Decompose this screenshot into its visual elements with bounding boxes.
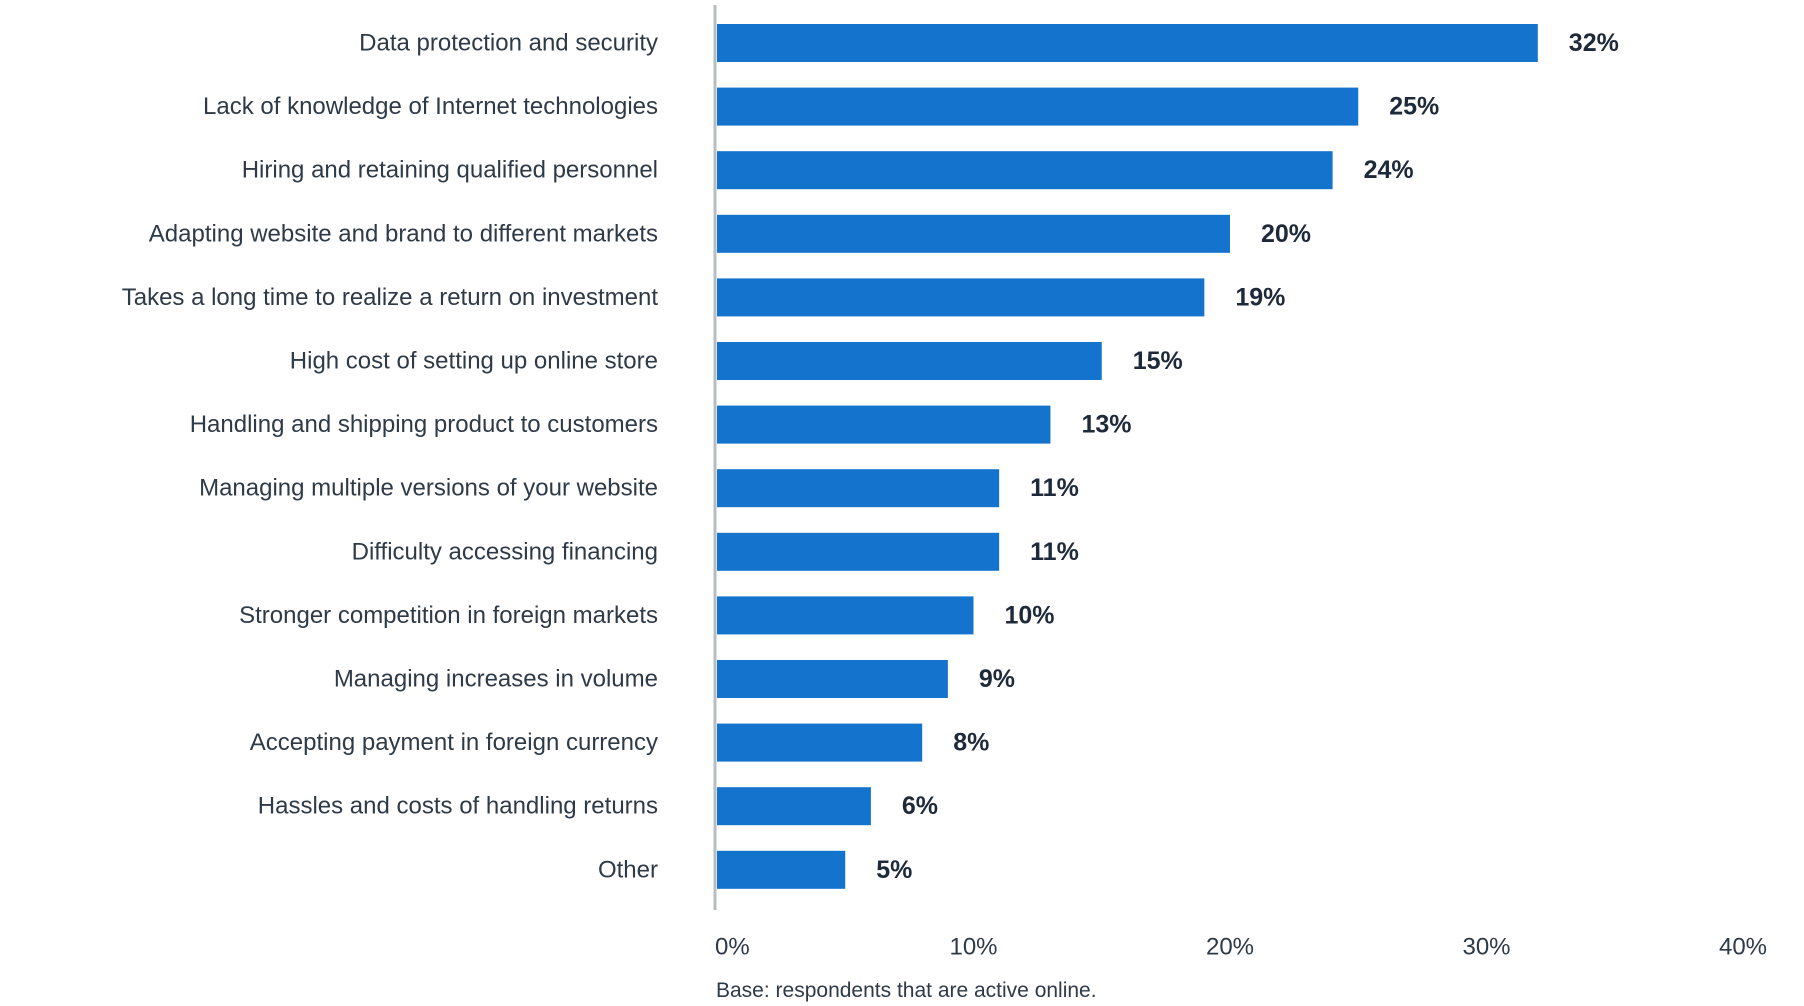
category-label: High cost of setting up online store [290, 348, 658, 375]
x-tick-label: 20% [1206, 934, 1254, 961]
value-label: 8% [953, 729, 989, 757]
bar [717, 405, 1051, 444]
bar [717, 87, 1359, 126]
category-label: Hassles and costs of handling returns [258, 793, 658, 820]
bar [717, 723, 923, 762]
x-tick-label: 10% [949, 934, 997, 961]
value-label: 13% [1081, 411, 1131, 439]
category-label-group: Data protection and security Lack of know… [122, 30, 659, 884]
category-label: Accepting payment in foreign currency [250, 729, 658, 756]
value-label-group: 32% 25% 24% 20% 19% 15% 13% 11% 11% 10% 9% 8% 6% 5% [876, 29, 1619, 884]
value-label: 5% [876, 856, 912, 884]
value-label: 25% [1389, 93, 1439, 121]
category-label: Takes a long time to realize a return on… [122, 284, 659, 311]
x-tick-label: 0% [715, 934, 750, 961]
bar-group [717, 24, 1538, 889]
bar [717, 660, 948, 698]
value-label: 19% [1235, 283, 1285, 311]
value-label: 32% [1569, 29, 1619, 57]
bar [717, 787, 871, 826]
bar [717, 469, 1000, 508]
category-label: Hiring and retaining qualified personnel [242, 157, 658, 184]
value-label: 11% [1030, 538, 1079, 566]
category-label: Lack of knowledge of Internet technologi… [203, 93, 658, 120]
bar [717, 214, 1230, 253]
category-label: Difficulty accessing financing [352, 538, 658, 565]
bar [717, 850, 846, 889]
x-axis-ticks: 0% 10% 20% 30% 40% [715, 934, 1767, 961]
category-label: Managing increases in volume [334, 666, 658, 693]
bar [717, 596, 974, 635]
value-label: 11% [1030, 474, 1079, 502]
bar [717, 342, 1102, 380]
x-tick-label: 30% [1462, 934, 1510, 961]
value-label: 10% [1005, 601, 1055, 629]
value-label: 9% [979, 665, 1015, 693]
bar [717, 151, 1333, 190]
value-label: 6% [902, 792, 938, 820]
category-label: Data protection and security [359, 30, 658, 57]
bar [717, 278, 1205, 317]
x-tick-label: 40% [1719, 934, 1767, 961]
category-label: Managing multiple versions of your websi… [199, 475, 658, 502]
category-label: Handling and shipping product to custome… [190, 411, 658, 438]
value-label: 24% [1364, 156, 1414, 184]
base-note: Base: respondents that are active online… [716, 979, 1097, 1002]
value-label: 20% [1261, 220, 1311, 248]
category-label: Adapting website and brand to different … [149, 220, 658, 247]
bar [717, 532, 1000, 571]
category-label: Other [598, 856, 658, 883]
category-label: Stronger competition in foreign markets [239, 602, 658, 629]
bar [717, 24, 1538, 62]
value-label: 15% [1133, 347, 1183, 375]
